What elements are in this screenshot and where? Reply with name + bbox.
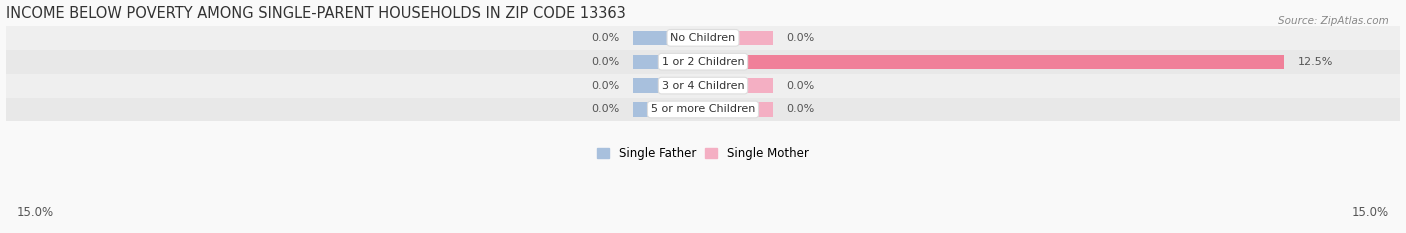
Bar <box>633 79 703 93</box>
Text: 5 or more Children: 5 or more Children <box>651 104 755 114</box>
Bar <box>703 79 773 93</box>
Bar <box>703 102 773 117</box>
Bar <box>633 55 703 69</box>
Text: 0.0%: 0.0% <box>591 57 619 67</box>
Text: No Children: No Children <box>671 33 735 43</box>
Bar <box>703 55 1284 69</box>
Bar <box>633 102 703 117</box>
Bar <box>6 98 1400 121</box>
Bar <box>6 26 1400 50</box>
Text: 0.0%: 0.0% <box>591 104 619 114</box>
Bar <box>6 74 1400 98</box>
Bar <box>6 50 1400 74</box>
Text: INCOME BELOW POVERTY AMONG SINGLE-PARENT HOUSEHOLDS IN ZIP CODE 13363: INCOME BELOW POVERTY AMONG SINGLE-PARENT… <box>6 6 626 21</box>
Text: 15.0%: 15.0% <box>17 206 53 219</box>
Text: 3 or 4 Children: 3 or 4 Children <box>662 81 744 91</box>
Bar <box>703 31 773 45</box>
Text: 12.5%: 12.5% <box>1298 57 1333 67</box>
Legend: Single Father, Single Mother: Single Father, Single Mother <box>593 143 813 165</box>
Bar <box>633 31 703 45</box>
Text: 0.0%: 0.0% <box>591 81 619 91</box>
Text: 15.0%: 15.0% <box>1353 206 1389 219</box>
Text: 0.0%: 0.0% <box>591 33 619 43</box>
Text: Source: ZipAtlas.com: Source: ZipAtlas.com <box>1278 16 1389 26</box>
Text: 0.0%: 0.0% <box>787 81 815 91</box>
Text: 1 or 2 Children: 1 or 2 Children <box>662 57 744 67</box>
Text: 0.0%: 0.0% <box>787 104 815 114</box>
Text: 0.0%: 0.0% <box>787 33 815 43</box>
